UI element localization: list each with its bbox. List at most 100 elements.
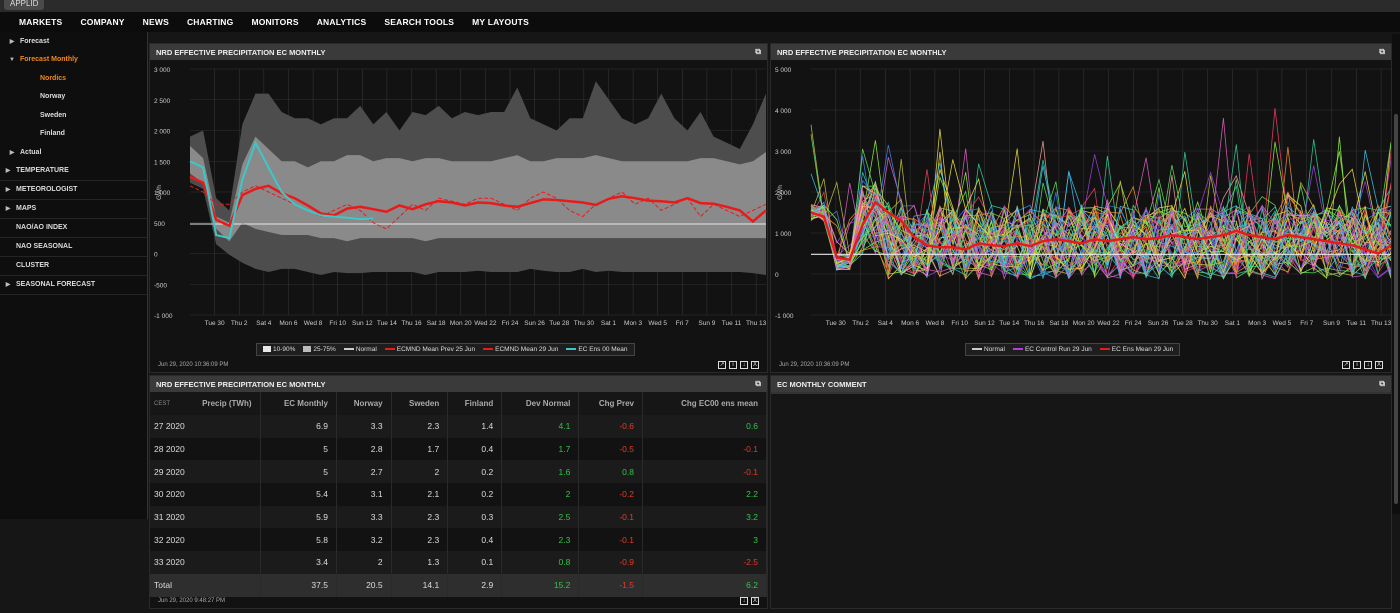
panel-footer: Jun 29, 2020 10:36:09 PM ↗ i ↓ X	[771, 358, 1391, 372]
download-icon[interactable]: ↓	[1364, 361, 1372, 369]
export-icon[interactable]: ↗	[718, 361, 726, 369]
table-row[interactable]: Total 37.5 20.5 14.1 2.9 15.2 -1.5 6.2	[150, 573, 767, 597]
scroll-thumb[interactable]	[1394, 114, 1398, 504]
panel-timestamp: Jun 29, 2020 10:36:09 PM	[158, 362, 229, 368]
cell-se: 1.3	[391, 551, 449, 574]
download-icon[interactable]: ↓	[740, 597, 748, 605]
page-scrollbar[interactable]	[1392, 34, 1400, 514]
table-row[interactable]: 27 2020 6.9 3.3 2.3 1.4 4.1 -0.6 0.6	[150, 415, 767, 438]
x-tick-label: Tue 28	[549, 320, 569, 327]
ensemble-member-line	[810, 128, 1391, 280]
column-header[interactable]: EC Monthly	[260, 392, 337, 415]
x-tick-label: Thu 30	[1197, 320, 1218, 327]
cell-chg00: -2.5	[642, 551, 767, 574]
y-tick-label: 3 000	[775, 149, 792, 156]
maximize-icon[interactable]: ⧉	[755, 379, 761, 388]
sidebar-item-meteorologist[interactable]: ▶ METEOROLOGIST	[0, 181, 147, 200]
sidebar-item-forecast[interactable]: ▶ Forecast	[0, 32, 147, 51]
nav-monitors[interactable]: MONITORS	[251, 17, 299, 27]
sidebar-item-cluster[interactable]: CLUSTER	[0, 257, 147, 276]
cell-chg00: 0.6	[642, 415, 767, 438]
column-header[interactable]: Finland	[447, 392, 503, 415]
x-tick-label: Sun 12	[974, 320, 995, 327]
legend-25-75[interactable]: 25-75%	[303, 346, 336, 353]
column-header[interactable]: Norway	[336, 392, 392, 415]
info-icon[interactable]: i	[729, 361, 737, 369]
nav-search-tools[interactable]: SEARCH TOOLS	[384, 17, 455, 27]
table-row[interactable]: 29 2020 5 2.7 2 0.2 1.6 0.8 -0.1	[150, 460, 767, 484]
download-icon[interactable]: ↓	[740, 361, 748, 369]
export-icon[interactable]: ↗	[1342, 361, 1350, 369]
column-header[interactable]: CEST	[150, 392, 180, 415]
legend-mean-29[interactable]: ECMND Mean 29 Jun	[483, 346, 558, 353]
y-tick-label: 0	[775, 272, 779, 279]
sidebar-filler	[0, 519, 148, 613]
sidebar-item-finland[interactable]: Finland	[0, 125, 147, 144]
column-header[interactable]: Chg Prev	[578, 392, 643, 415]
legend-ens00[interactable]: EC Ens 00 Mean	[566, 346, 628, 353]
info-icon[interactable]: i	[1353, 361, 1361, 369]
table-row[interactable]: 32 2020 5.8 3.2 2.3 0.4 2.3 -0.1 3	[150, 528, 767, 552]
column-header[interactable]: Dev Normal	[501, 392, 580, 415]
legend-control[interactable]: EC Control Run 29 Jun	[1012, 346, 1092, 353]
legend-label: Normal	[355, 346, 377, 353]
legend-10-90[interactable]: 10-90%	[263, 346, 295, 353]
legend-mean-prev[interactable]: ECMND Mean Prev 25 Jun	[384, 346, 475, 353]
table-row[interactable]: 28 2020 5 2.8 1.7 0.4 1.7 -0.5 -0.1	[150, 437, 767, 461]
sidebar-item-maps[interactable]: ▶ MAPS	[0, 200, 147, 219]
panel-timestamp: Jun 29, 2020 10:36:09 PM	[779, 362, 850, 368]
cell-fi: 0.4	[447, 528, 503, 552]
cell-no: 3.3	[336, 415, 392, 438]
cell-chg: -0.2	[578, 483, 643, 506]
nav-company[interactable]: COMPANY	[80, 17, 125, 27]
column-header[interactable]: Chg EC00 ens mean	[642, 392, 767, 415]
swatch-25-75-icon	[303, 346, 312, 353]
excel-icon[interactable]: X	[751, 361, 759, 369]
sidebar-item-nao-ao-index[interactable]: NAO/AO INDEX	[0, 219, 147, 238]
sidebar-item-seasonal-forecast[interactable]: ▶ SEASONAL FORECAST	[0, 276, 147, 295]
nav-my-layouts[interactable]: MY LAYOUTS	[472, 17, 529, 27]
nav-charting[interactable]: CHARTING	[186, 17, 234, 27]
cell-ec: 37.5	[260, 573, 337, 597]
sidebar-item-nordics[interactable]: Nordics	[0, 69, 147, 88]
x-tick-label: Thu 2	[852, 320, 869, 327]
x-tick-label: Mon 6	[901, 320, 919, 327]
sidebar-item-nao-seasonal[interactable]: NAO SEASONAL	[0, 238, 147, 257]
sidebar-item-norway[interactable]: Norway	[0, 88, 147, 107]
sidebar-item-forecast-monthly[interactable]: ▼ Forecast Monthly	[0, 51, 147, 70]
maximize-icon[interactable]: ⧉	[1379, 379, 1385, 388]
excel-icon[interactable]: X	[1375, 361, 1383, 369]
panel-header: NRD EFFECTIVE PRECIPITATION EC MONTHLY ⧉	[771, 44, 1391, 60]
column-header[interactable]: Sweden	[391, 392, 449, 415]
sidebar: ▶ Forecast ▼ Forecast Monthly Nordics Norway S…	[0, 32, 148, 519]
legend-normal[interactable]: Normal	[972, 346, 1005, 353]
panel-comment: EC MONTHLY COMMENT ⧉	[770, 375, 1392, 609]
excel-icon[interactable]: X	[751, 597, 759, 605]
sidebar-item-actual[interactable]: ▶ Actual	[0, 143, 147, 162]
x-tick-label: Sat 1	[1225, 320, 1241, 327]
panel-ensemble-chart: NRD EFFECTIVE PRECIPITATION EC MONTHLY ⧉…	[770, 43, 1392, 373]
legend-normal[interactable]: Normal	[343, 346, 377, 353]
chart2-legend: Normal EC Control Run 29 Jun EC Ens Mean…	[965, 343, 1181, 356]
table-row[interactable]: 31 2020 5.9 3.3 2.3 0.3 2.5 -0.1 3.2	[150, 505, 767, 529]
ensemble-member-line	[810, 157, 1391, 280]
sidebar-item-sweden[interactable]: Sweden	[0, 106, 147, 125]
x-tick-label: Thu 16	[1024, 320, 1045, 327]
table-row[interactable]: 30 2020 5.4 3.1 2.1 0.2 2 -0.2 2.2	[150, 483, 767, 506]
maximize-icon[interactable]: ⧉	[755, 47, 761, 56]
maximize-icon[interactable]: ⧉	[1379, 47, 1385, 56]
cell-week: 32 2020	[150, 528, 261, 552]
column-header[interactable]: Precip (TWh)	[180, 392, 261, 415]
x-tick-label: Wed 8	[304, 320, 323, 327]
nav-analytics[interactable]: ANALYTICS	[316, 17, 367, 27]
x-tick-label: Fri 10	[951, 320, 968, 327]
legend-ens-mean[interactable]: EC Ens Mean 29 Jun	[1099, 346, 1173, 353]
x-tick-label: Sun 26	[524, 320, 545, 327]
cell-chg: -0.1	[578, 528, 643, 552]
nav-markets[interactable]: MARKETS	[19, 17, 63, 27]
cell-chg: -1.5	[578, 573, 643, 597]
sidebar-item-temperature[interactable]: ▶ TEMPERATURE	[0, 162, 147, 181]
nav-news[interactable]: NEWS	[142, 17, 169, 27]
x-tick-label: Mon 3	[624, 320, 642, 327]
table-row[interactable]: 33 2020 3.4 2 1.3 0.1 0.8 -0.9 -2.5	[150, 551, 767, 574]
